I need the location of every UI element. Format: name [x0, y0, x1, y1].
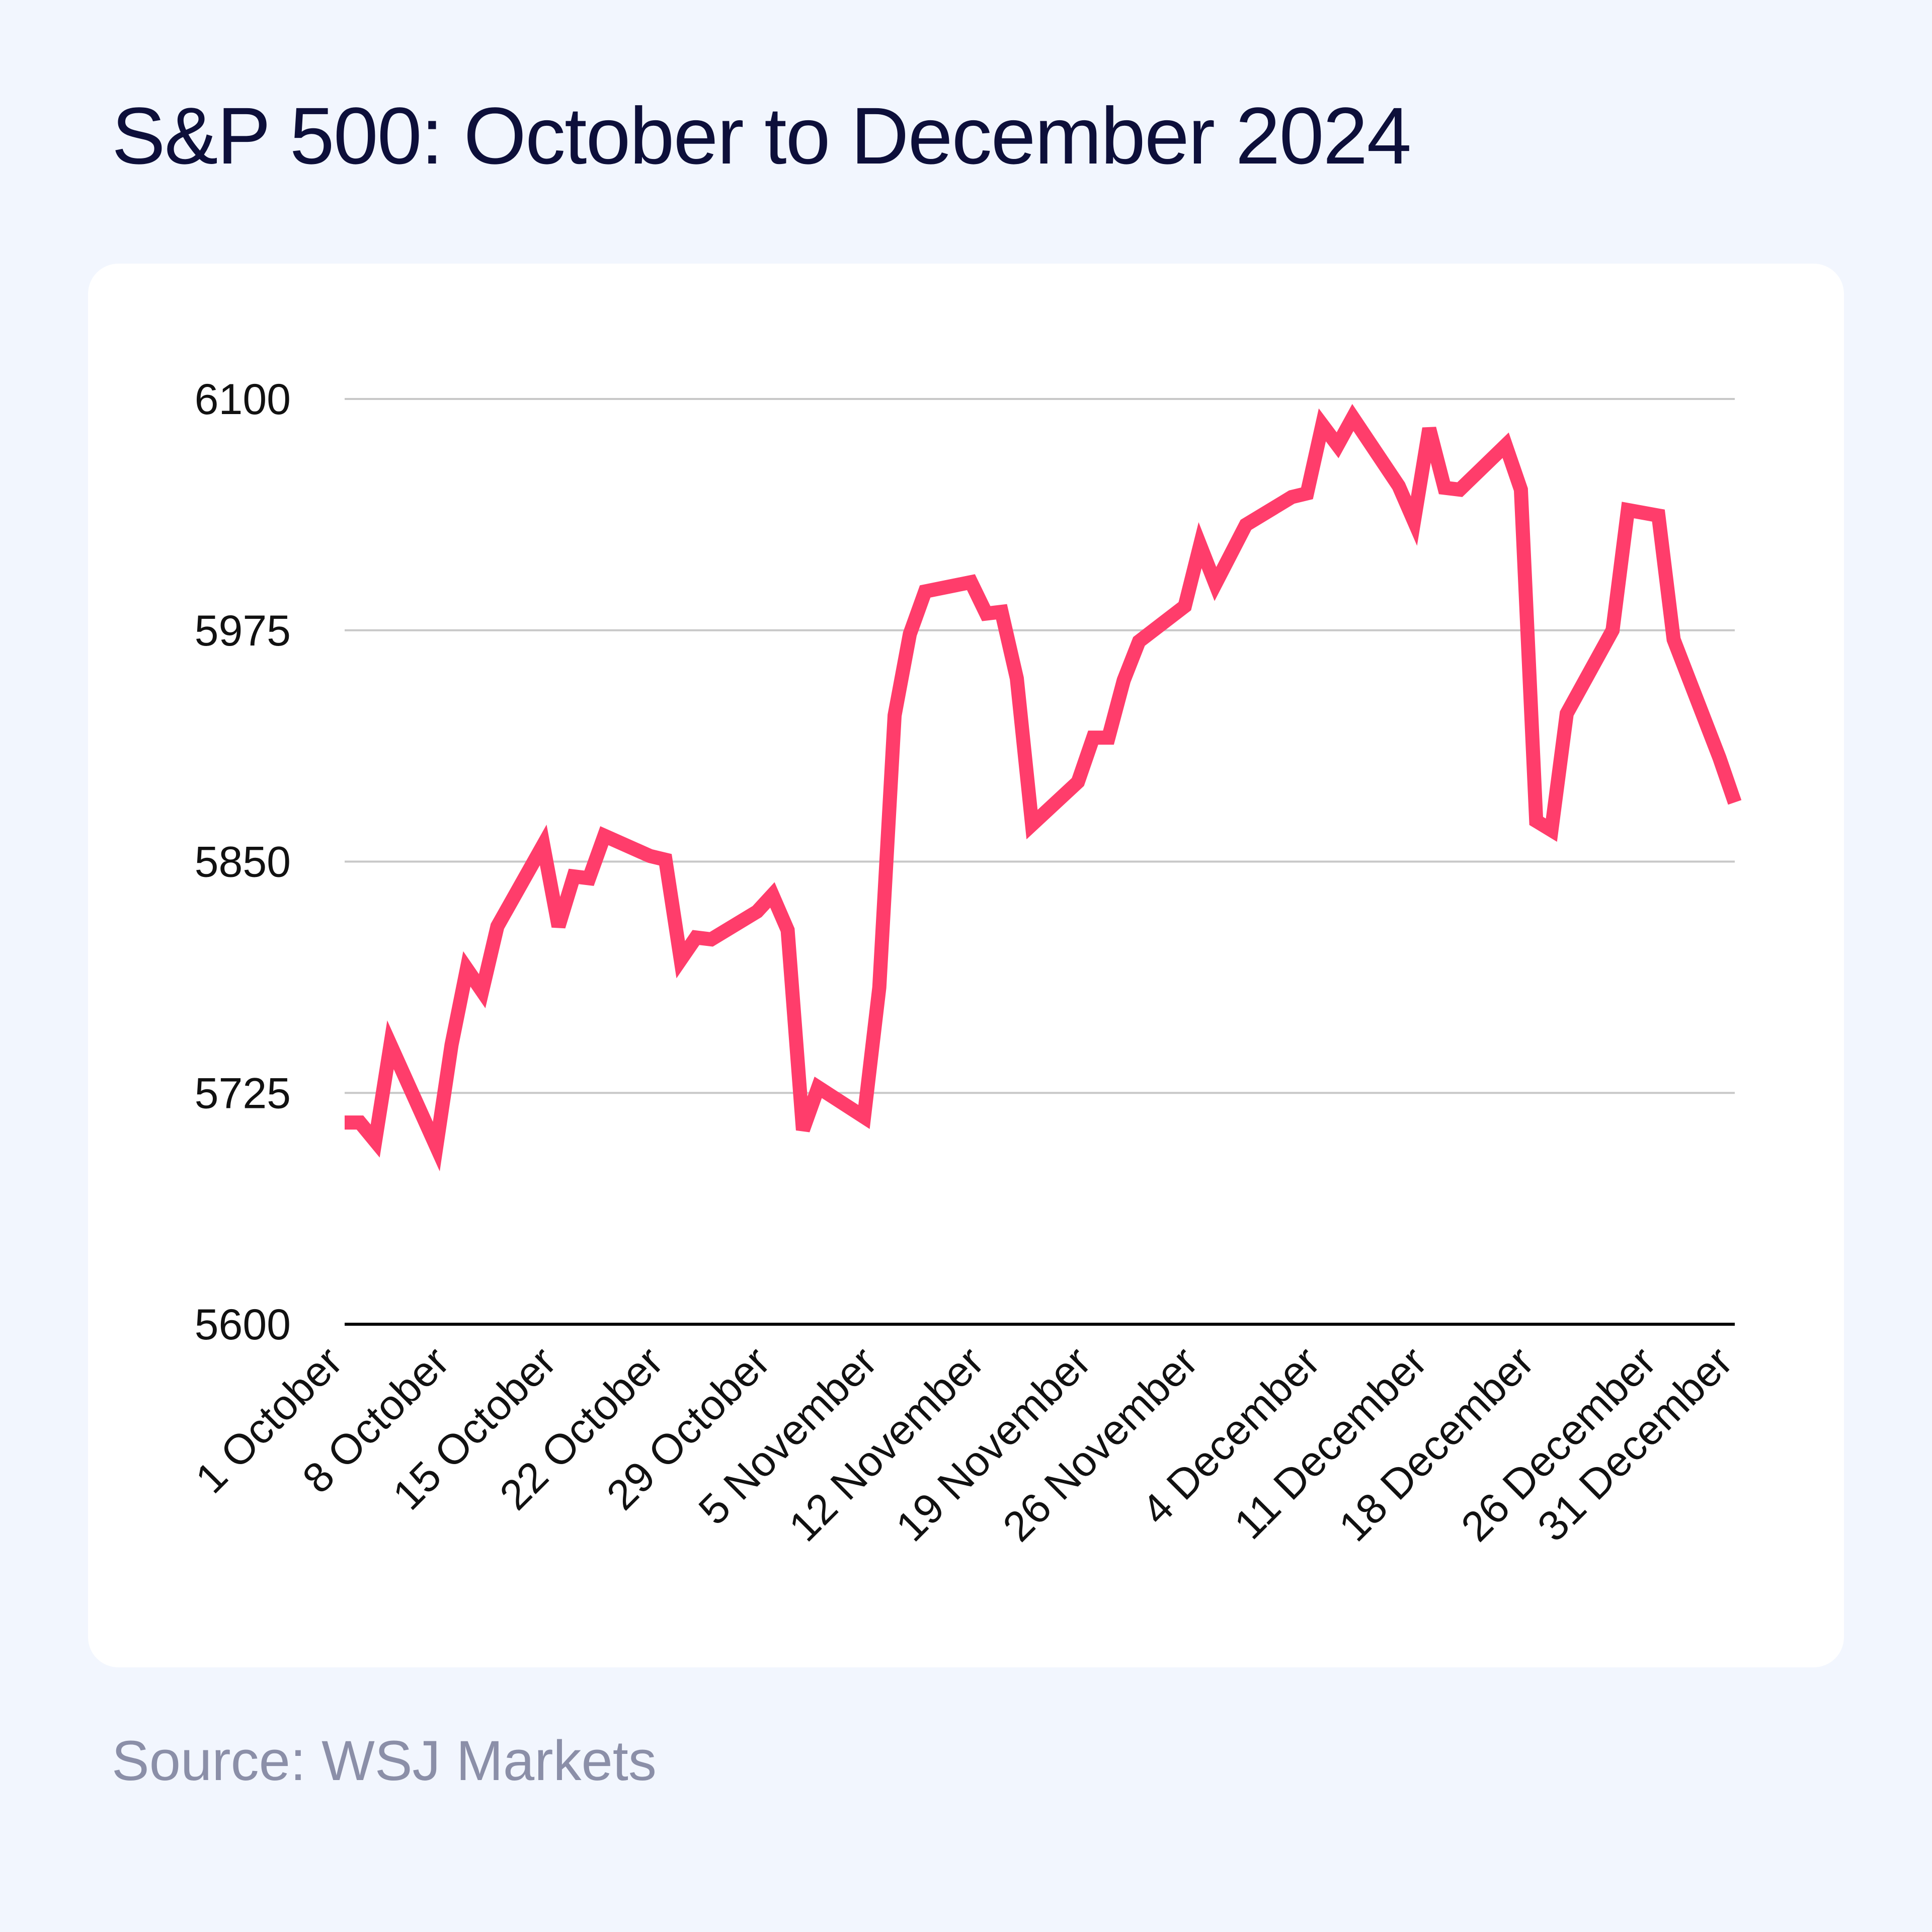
chart-card — [88, 264, 1844, 1667]
y-tick-label: 5850 — [195, 838, 291, 887]
source-note: Source: WSJ Markets — [112, 1729, 657, 1792]
y-tick-label: 5600 — [195, 1301, 291, 1349]
y-tick-label: 6100 — [195, 375, 291, 424]
gridlines — [345, 398, 1735, 1326]
data-line — [345, 404, 1742, 1172]
series-line — [345, 404, 1742, 1172]
y-tick-label: 5975 — [195, 607, 291, 655]
y-axis-tick-labels: 6100 5975 5850 5725 5600 — [195, 375, 291, 1349]
chart-title: S&P 500: October to December 2024 — [112, 91, 1411, 181]
y-tick-label: 5725 — [195, 1069, 291, 1117]
